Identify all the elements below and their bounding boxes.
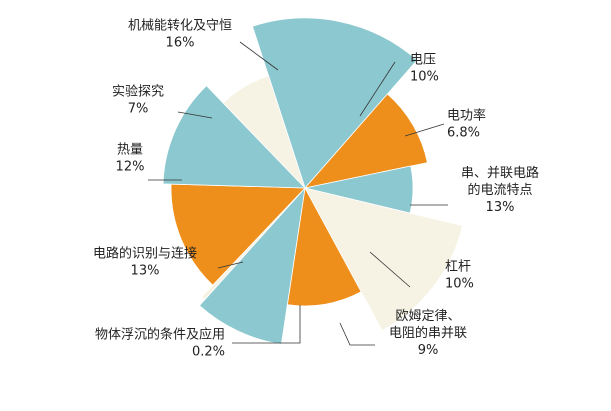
slice-label: 电压 10% <box>410 53 439 85</box>
pie-slice <box>222 75 306 189</box>
pie-slice <box>251 17 418 189</box>
slice-name-label: 实验探究 <box>112 84 164 100</box>
slice-label: 物体浮沉的条件及应用 0.2% <box>95 327 225 360</box>
slice-value-label: 13% <box>131 264 160 279</box>
leader-line <box>359 61 396 117</box>
slice-value-label: 9% <box>418 343 439 358</box>
slice-name-label: 的电流特点 <box>467 182 532 198</box>
slice-name-label: 电功率 <box>447 108 486 124</box>
slice-label: 欧姆定律、电阻的串并联 9% <box>389 309 467 358</box>
slice-name-label: 机械能转化及守恒 <box>128 19 232 34</box>
slice-value-label: 6.8% <box>447 126 480 141</box>
slice-name-label: 电压 <box>410 53 436 68</box>
slice-value-label: 13% <box>486 200 515 215</box>
leader-lines <box>148 41 448 346</box>
leader-line <box>177 111 213 119</box>
slice-label: 实验探究 7% <box>112 84 164 117</box>
pie-slices <box>162 17 464 345</box>
slice-value-label: 12% <box>116 160 145 175</box>
pie-slice <box>303 93 428 189</box>
slice-name-label: 串、并联电路 <box>461 165 539 181</box>
slice-value-label: 16% <box>166 36 195 51</box>
slice-label: 串、并联电路的电流特点 13% <box>461 165 539 215</box>
slice-name-label: 物体浮沉的条件及应用 <box>95 327 225 343</box>
slice-name-label: 杠杆 <box>445 259 471 275</box>
pie-slice <box>201 187 306 301</box>
pie-slice <box>286 186 362 307</box>
leader-line <box>217 261 244 269</box>
pie-slice <box>162 85 306 189</box>
leader-line <box>369 251 411 288</box>
pie-slice <box>304 187 464 332</box>
slice-value-label: 0.2% <box>192 345 225 360</box>
slice-name-label: 热量 <box>117 143 143 158</box>
slice-label: 杠杆 10% <box>445 259 474 292</box>
slice-name-label: 电路的识别与连接 <box>93 246 197 262</box>
pie-slice <box>198 186 306 345</box>
leader-line <box>404 123 445 137</box>
pie-slice <box>170 183 306 286</box>
leader-line <box>232 305 301 344</box>
slice-value-label: 10% <box>445 277 474 292</box>
slice-label: 机械能转化及守恒 16% <box>128 19 232 51</box>
slice-name-label: 欧姆定律、 <box>395 309 460 324</box>
slice-name-label: 电阻的串并联 <box>389 325 467 341</box>
slice-label: 热量 12% <box>116 143 145 175</box>
slice-value-label: 7% <box>128 102 149 117</box>
leader-line <box>339 322 375 346</box>
slice-labels: 机械能转化及守恒 16% 电压 10% 电功率 6.8% 串、并联电路的电流特点 13% 杠杆 1… <box>93 19 539 360</box>
slice-label: 电路的识别与连接 13% <box>93 246 197 279</box>
leader-line <box>239 41 279 71</box>
slice-value-label: 10% <box>410 70 439 85</box>
slice-label: 电功率 6.8% <box>447 108 486 141</box>
